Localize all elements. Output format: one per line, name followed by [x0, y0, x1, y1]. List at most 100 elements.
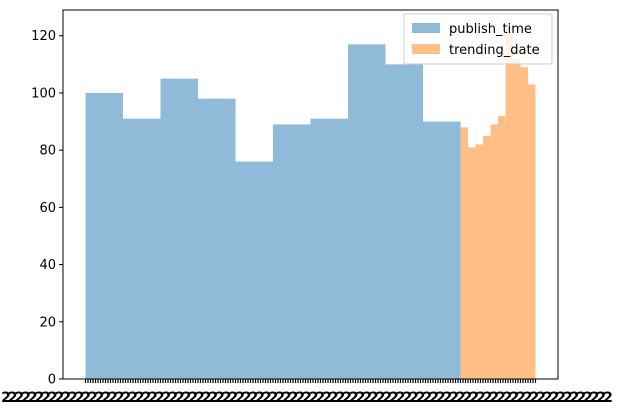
x-tick-label: 2 — [282, 390, 292, 406]
legend-swatch-trending_date — [412, 44, 440, 54]
x-tick-label: 2 — [15, 390, 25, 406]
x-tick-label: 2 — [81, 390, 91, 406]
x-tick-label: 2 — [563, 390, 573, 406]
x-tick-label: 2 — [48, 390, 58, 406]
x-tick-label: 2 — [336, 390, 346, 406]
x-tick-label: 2 — [463, 390, 473, 406]
x-tick-label: 2 — [135, 390, 145, 406]
x-tick-label: 2 — [596, 390, 606, 406]
x-tick-label: 2 — [402, 390, 412, 406]
x-tick-label: 2 — [476, 390, 486, 406]
bar-trending_date-5 — [498, 115, 506, 379]
y-tick-label-20: 20 — [39, 315, 56, 330]
x-tick-label: 2 — [496, 390, 506, 406]
x-tick-label: 2 — [1, 390, 11, 406]
x-tick-label: 2 — [55, 390, 65, 406]
legend-label-trending_date: trending_date — [449, 43, 540, 58]
x-tick-label: 2 — [222, 390, 232, 406]
x-tick-label: 2 — [302, 390, 312, 406]
y-tick-label-80: 80 — [39, 144, 56, 159]
y-tick-label-120: 120 — [31, 29, 56, 44]
x-tick-label: 2 — [543, 390, 553, 406]
x-tick-label: 2 — [516, 390, 526, 406]
bar-trending_date-4 — [490, 124, 498, 379]
x-tick-label: 2 — [489, 390, 499, 406]
x-tick-label: 2 — [115, 390, 125, 406]
bar-publish_time-5 — [273, 124, 311, 379]
x-tick-label: 2 — [122, 390, 132, 406]
bar-publish_time-2 — [160, 78, 198, 380]
x-tick-label: 2 — [362, 390, 372, 406]
x-tick-label: 2 — [155, 390, 165, 406]
x-tick-label: 2 — [382, 390, 392, 406]
x-tick-label: 2 — [148, 390, 158, 406]
x-tick-label: 2 — [443, 390, 453, 406]
x-tick-label: 2 — [35, 390, 45, 406]
x-tick-label: 2 — [556, 390, 566, 406]
x-tick-label: 2 — [8, 390, 18, 406]
bar-trending_date-6 — [505, 27, 513, 380]
x-tick-label: 2 — [68, 390, 78, 406]
x-tick-label: 2 — [175, 390, 185, 406]
legend-label-publish_time: publish_time — [449, 22, 532, 37]
x-tick-label: 2 — [182, 390, 192, 406]
x-tick-label: 2 — [28, 390, 38, 406]
bar-publish_time-3 — [198, 98, 236, 380]
bar-trending_date-0 — [460, 127, 468, 379]
x-tick-label: 2 — [275, 390, 285, 406]
x-tick-label: 2 — [416, 390, 426, 406]
x-tick-label: 2 — [322, 390, 332, 406]
y-tick-label-40: 40 — [39, 258, 56, 273]
x-tick-label: 2 — [536, 390, 546, 406]
x-tick-label: 2 — [316, 390, 326, 406]
x-tick-label: 2 — [483, 390, 493, 406]
y-tick-label-0: 0 — [48, 373, 56, 388]
x-tick-label: 2 — [550, 390, 560, 406]
x-tick-label: 2 — [530, 390, 540, 406]
x-tick-label: 2 — [342, 390, 352, 406]
x-tick-label: 2 — [249, 390, 259, 406]
x-tick-label: 2 — [235, 390, 245, 406]
bar-publish_time-6 — [310, 118, 348, 379]
plot-frame — [62, 9, 559, 380]
x-tick-label: 2 — [396, 390, 406, 406]
x-tick-label: 2 — [429, 390, 439, 406]
x-tick-label: 2 — [208, 390, 218, 406]
x-tick-label: 2 — [389, 390, 399, 406]
bar-publish_time-9 — [423, 121, 461, 379]
x-tick-label: 2 — [195, 390, 205, 406]
x-tick-label: 2 — [101, 390, 111, 406]
bar-trending_date-2 — [475, 144, 483, 379]
x-tick-label: 2 — [409, 390, 419, 406]
x-tick-label: 2 — [509, 390, 519, 406]
bars-layer — [85, 27, 536, 380]
x-tick-label: 2 — [523, 390, 533, 406]
x-tick-label: 2 — [255, 390, 265, 406]
x-tick-label: 2 — [75, 390, 85, 406]
x-tick-label: 2 — [603, 390, 613, 406]
x-tick-label: 2 — [168, 390, 178, 406]
bar-publish_time-8 — [385, 64, 423, 379]
x-tick-label: 2 — [108, 390, 118, 406]
x-tick-label: 2 — [269, 390, 279, 406]
x-tick-label: 2 — [309, 390, 319, 406]
x-axis-ticks: 2222222222222222222222222222222222222222… — [1, 379, 613, 406]
x-tick-label: 2 — [469, 390, 479, 406]
legend: publish_time trending_date — [403, 13, 553, 65]
x-tick-label: 2 — [329, 390, 339, 406]
bar-trending_date-3 — [483, 135, 491, 379]
x-tick-label: 2 — [88, 390, 98, 406]
x-tick-label: 2 — [162, 390, 172, 406]
x-tick-label: 2 — [215, 390, 225, 406]
bar-publish_time-1 — [123, 118, 161, 379]
bar-trending_date-1 — [468, 147, 476, 379]
legend-swatch-publish_time — [412, 23, 440, 33]
x-tick-label: 2 — [188, 390, 198, 406]
x-tick-label: 2 — [295, 390, 305, 406]
x-tick-label: 2 — [570, 390, 580, 406]
y-tick-label-100: 100 — [31, 86, 56, 101]
x-tick-label: 2 — [128, 390, 138, 406]
x-tick-label: 2 — [41, 390, 51, 406]
bar-publish_time-4 — [235, 161, 273, 379]
x-tick-label: 2 — [202, 390, 212, 406]
